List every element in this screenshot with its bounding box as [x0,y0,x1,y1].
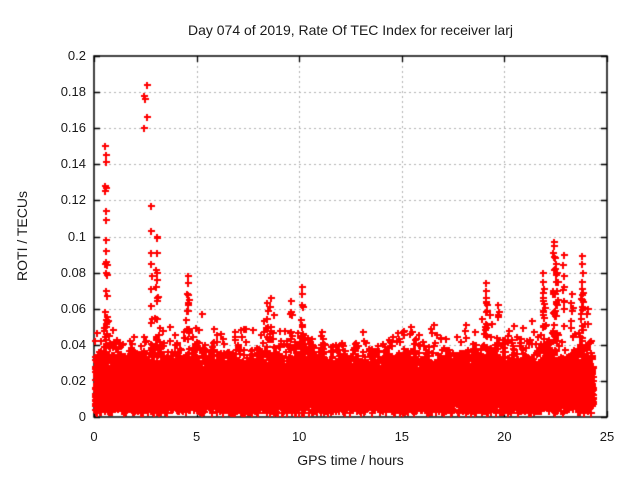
x-tick-label: 10 [291,429,307,444]
y-tick-label: 0 [78,409,86,424]
y-tick-label: 0.16 [60,120,86,136]
x-tick-label: 0 [90,429,98,444]
y-tick-label: 0.02 [60,372,86,388]
x-tick-label: 20 [497,429,512,444]
chart-title: Day 074 of 2019, Rate Of TEC Index for r… [187,22,513,38]
y-tick-label: 0.04 [60,336,86,352]
y-tick-label: 0.1 [67,228,86,244]
y-tick-label: 0.2 [67,48,86,63]
x-axis-label: GPS time / hours [297,452,404,468]
x-tick-label: 15 [394,429,410,444]
x-tick-label: 25 [599,429,615,444]
y-tick-label: 0.12 [60,192,86,208]
x-tick-label: 5 [192,429,201,444]
y-tick-label: 0.06 [60,300,86,316]
y-tick-label: 0.14 [60,156,86,172]
y-tick-label: 0.18 [60,84,86,100]
y-tick-label: 0.08 [60,264,86,280]
